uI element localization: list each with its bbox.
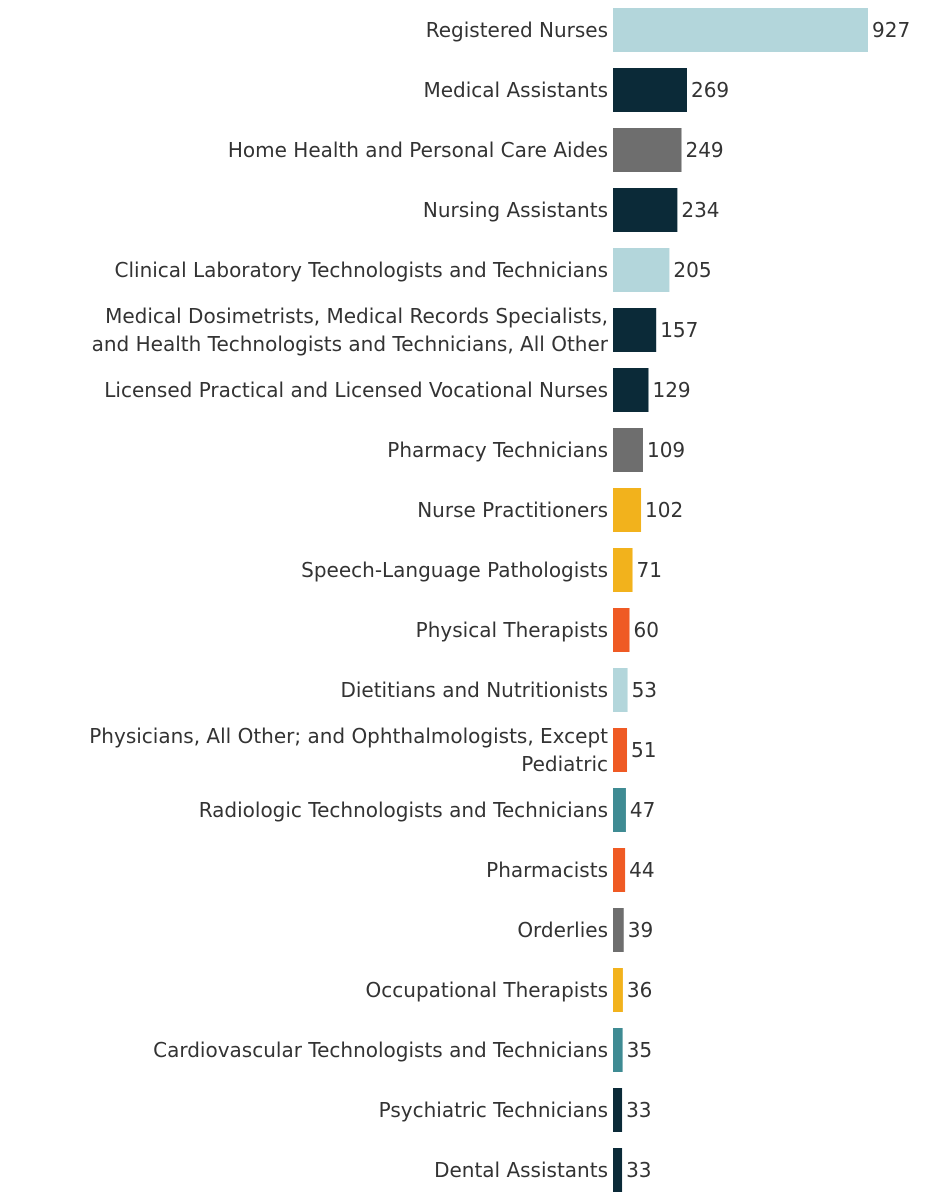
category-label-line: Speech-Language Pathologists	[301, 558, 608, 582]
category-label: Physical Therapists	[416, 618, 608, 642]
category-label-line: Licensed Practical and Licensed Vocation…	[104, 378, 608, 402]
category-label: Dietitians and Nutritionists	[340, 678, 608, 702]
category-label-line: Registered Nurses	[426, 18, 608, 42]
category-label: Occupational Therapists	[366, 978, 608, 1002]
value-label: 205	[673, 258, 711, 282]
bar	[613, 608, 630, 652]
category-label: Licensed Practical and Licensed Vocation…	[104, 378, 608, 402]
bar	[613, 188, 678, 232]
bar	[613, 128, 682, 172]
value-labels: 927 269 249 234 205 157 129 109 102 71 60 53 51 47 44 3…	[626, 18, 910, 1182]
value-label: 60	[634, 618, 659, 642]
category-label: Speech-Language Pathologists	[301, 558, 608, 582]
category-label: Clinical Laboratory Technologists and Te…	[115, 258, 609, 282]
value-label: 269	[691, 78, 729, 102]
bar	[613, 68, 687, 112]
category-label-line: Dietitians and Nutritionists	[340, 678, 608, 702]
category-label-line: Radiologic Technologists and Technicians	[199, 798, 608, 822]
value-label: 36	[627, 978, 652, 1002]
bar	[613, 8, 868, 52]
value-label: 33	[626, 1098, 651, 1122]
bar	[613, 848, 626, 892]
category-label: Medical Assistants	[423, 78, 608, 102]
category-label: Cardiovascular Technologists and Technic…	[153, 1038, 608, 1062]
category-label: Dental Assistants	[434, 1158, 608, 1182]
value-label: 47	[630, 798, 655, 822]
value-label: 102	[645, 498, 683, 522]
category-label: Registered Nurses	[426, 18, 608, 42]
category-label-line: Medical Assistants	[423, 78, 608, 102]
category-label-line: Physical Therapists	[416, 618, 608, 642]
bar	[613, 968, 623, 1012]
category-label-line: Physicians, All Other; and Ophthalmologi…	[89, 724, 608, 748]
category-label-line: Pharmacy Technicians	[387, 438, 608, 462]
bar	[613, 548, 633, 592]
category-label-line: Occupational Therapists	[366, 978, 608, 1002]
bar	[613, 1088, 623, 1132]
bar	[613, 668, 628, 712]
bar	[613, 428, 643, 472]
value-label: 157	[660, 318, 698, 342]
value-label: 39	[628, 918, 653, 942]
category-label: Nursing Assistants	[423, 198, 608, 222]
value-label: 927	[872, 18, 910, 42]
category-label: Physicians, All Other; and Ophthalmologi…	[89, 724, 608, 776]
bar	[613, 1028, 623, 1072]
bar	[613, 1148, 623, 1192]
category-label-line: Pediatric	[521, 752, 608, 776]
category-label: Psychiatric Technicians	[379, 1098, 608, 1122]
value-label: 234	[681, 198, 719, 222]
bars-layer	[613, 8, 868, 1192]
category-label-line: Nurse Practitioners	[417, 498, 608, 522]
category-label: Radiologic Technologists and Technicians	[199, 798, 608, 822]
value-label: 33	[626, 1158, 651, 1182]
value-label: 51	[631, 738, 656, 762]
category-label: Pharmacists	[486, 858, 608, 882]
category-label: Medical Dosimetrists, Medical Records Sp…	[92, 304, 609, 356]
category-labels: Registered Nurses Medical Assistants Home …	[89, 18, 609, 1182]
bar	[613, 728, 628, 772]
value-label: 53	[632, 678, 657, 702]
category-label: Pharmacy Technicians	[387, 438, 608, 462]
value-label: 249	[685, 138, 723, 162]
bar	[613, 488, 642, 532]
category-label-line: Pharmacists	[486, 858, 608, 882]
category-label-line: Nursing Assistants	[423, 198, 608, 222]
category-label-line: Orderlies	[517, 918, 608, 942]
category-label-line: Psychiatric Technicians	[379, 1098, 608, 1122]
category-label: Home Health and Personal Care Aides	[228, 138, 608, 162]
category-label: Orderlies	[517, 918, 608, 942]
value-label: 109	[647, 438, 685, 462]
bar	[613, 908, 624, 952]
value-label: 35	[627, 1038, 652, 1062]
value-label: 71	[637, 558, 662, 582]
category-label-line: Dental Assistants	[434, 1158, 608, 1182]
bar	[613, 368, 649, 412]
bar	[613, 248, 670, 292]
bar	[613, 308, 657, 352]
bar	[613, 788, 626, 832]
category-label-line: and Health Technologists and Technicians…	[92, 332, 609, 356]
category-label-line: Medical Dosimetrists, Medical Records Sp…	[105, 304, 608, 328]
value-label: 44	[629, 858, 654, 882]
value-label: 129	[652, 378, 690, 402]
category-label-line: Clinical Laboratory Technologists and Te…	[115, 258, 609, 282]
category-label: Nurse Practitioners	[417, 498, 608, 522]
category-label-line: Home Health and Personal Care Aides	[228, 138, 608, 162]
category-label-line: Cardiovascular Technologists and Technic…	[153, 1038, 608, 1062]
